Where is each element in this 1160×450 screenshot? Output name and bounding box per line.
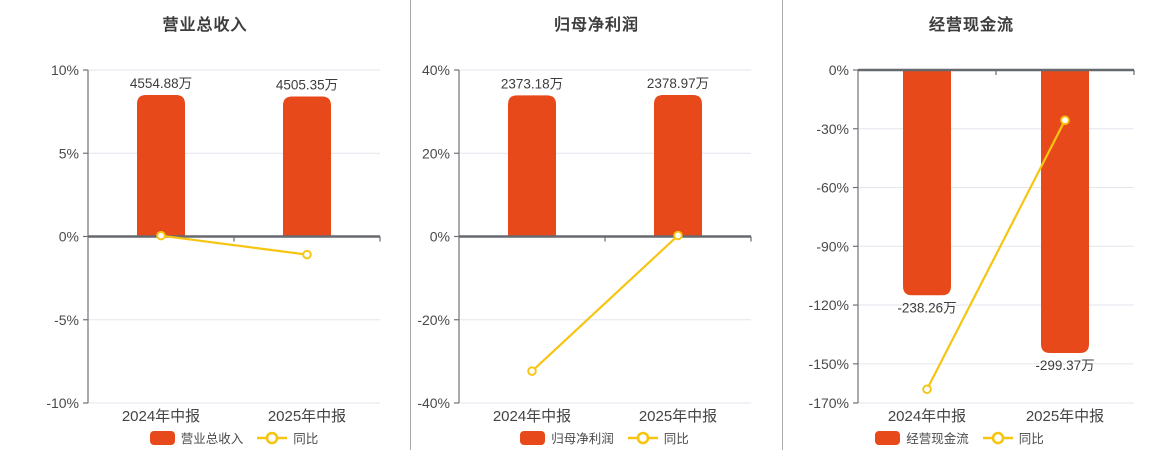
legend-net-profit: 归母净利润 同比: [427, 425, 782, 450]
bar-value-label: -299.37万: [1035, 358, 1094, 373]
y-axis-tick-label: 0%: [430, 229, 450, 245]
yoy-marker-2025年中报[interactable]: [302, 249, 312, 260]
bar-2024年中报[interactable]: [508, 95, 556, 237]
y-axis-tick-label: -150%: [809, 356, 849, 372]
bar-2025年中报[interactable]: [654, 94, 702, 237]
chart-panel-net-profit: 归母净利润 2373.18万 2378.97万 40% 20% 0% -20% -40% 20…: [411, 0, 782, 450]
chart-canvas-net-profit: 2373.18万 2378.97万 40% 20% 0% -20% -40% 2024年中报 2…: [417, 62, 752, 425]
y-axis-tick-label: 20%: [422, 145, 450, 161]
legend-item-yoy[interactable]: 同比: [627, 428, 689, 447]
x-axis-label: 2024年中报: [122, 408, 200, 425]
chart-title-revenue: 营业总收入: [162, 17, 248, 34]
y-axis-tick-label: -20%: [417, 312, 450, 328]
legend-label-bar-series: 归母净利润: [551, 432, 614, 446]
y-axis-tick-label: -10%: [46, 395, 79, 411]
yoy-line-marker-icon: [627, 431, 658, 444]
panel-separator: [410, 0, 411, 450]
yoy-marker-2025年中报[interactable]: [673, 230, 683, 241]
bar-series-swatch-icon: [520, 430, 546, 445]
legend-operating-cash-flow: 经营现金流 同比: [759, 425, 1160, 450]
yoy-line: [531, 234, 679, 372]
legend-item-bar-series[interactable]: 营业总收入: [149, 428, 244, 447]
bar-value-label: -238.26万: [897, 300, 956, 315]
legend-revenue: 营业总收入 同比: [58, 425, 410, 450]
bar-series-swatch-icon: [149, 430, 175, 445]
y-axis-tick-label: -30%: [816, 121, 849, 137]
chart-title-net-profit: 归母净利润: [553, 17, 639, 34]
legend-label-bar-series: 营业总收入: [180, 432, 244, 446]
yoy-line-marker-icon: [982, 431, 1013, 444]
chart-title-operating-cash-flow: 经营现金流: [928, 17, 1014, 34]
bar-series-swatch-icon: [875, 430, 901, 445]
legend-item-bar-series[interactable]: 经营现金流: [875, 428, 969, 447]
chart-canvas-revenue: 4554.88万 4505.35万 10% 5% 0% -5% -10% 2024年中报 202…: [46, 62, 381, 425]
y-axis-tick-label: -170%: [809, 395, 849, 411]
chart-canvas-operating-cash-flow: -238.26万 -299.37万 0% -30% -60% -90% -120% -150%…: [809, 62, 1135, 425]
x-axis-label: 2024年中报: [888, 408, 966, 425]
x-axis-label: 2024年中报: [493, 408, 571, 425]
yoy-marker-2024年中报[interactable]: [527, 366, 537, 376]
y-axis-tick-label: -5%: [54, 312, 79, 328]
legend-label-yoy: 同比: [1018, 432, 1044, 446]
legend-label-bar-series: 经营现金流: [906, 432, 969, 446]
yoy-line-marker-icon: [257, 431, 288, 444]
yoy-line: [160, 234, 308, 256]
bar-2024年中报[interactable]: [903, 70, 951, 296]
y-axis-tick-label: 5%: [59, 145, 79, 161]
x-axis-label: 2025年中报: [268, 408, 346, 425]
bar-value-label: 4505.35万: [276, 78, 338, 93]
bar-value-label: 2373.18万: [501, 76, 563, 91]
bar-value-label: 4554.88万: [130, 76, 192, 91]
legend-item-yoy[interactable]: 同比: [257, 428, 318, 447]
y-axis-tick-label: 0%: [829, 62, 849, 78]
legend-label-yoy: 同比: [293, 432, 319, 446]
y-axis-tick-label: 10%: [51, 62, 79, 78]
y-axis-tick-label: -60%: [816, 180, 849, 196]
chart-panel-revenue: 营业总收入 4554.88万 4505.35万 10% 5% 0% -5% -10% 2024…: [0, 0, 410, 450]
y-axis-tick-label: 0%: [59, 229, 79, 245]
yoy-marker-2024年中报[interactable]: [922, 384, 932, 395]
x-axis-label: 2025年中报: [639, 408, 717, 425]
x-axis-label: 2025年中报: [1026, 408, 1104, 425]
bar-2025年中报[interactable]: [283, 96, 331, 237]
bar-2024年中报[interactable]: [137, 94, 185, 237]
legend-label-yoy: 同比: [663, 432, 689, 446]
yoy-line: [926, 119, 1066, 390]
legend-item-bar-series[interactable]: 归母净利润: [520, 428, 614, 447]
chart-panel-operating-cash-flow: 经营现金流 -238.26万 -299.37万 0% -30% -60% -90% -120…: [783, 0, 1160, 450]
yoy-marker-2025年中报[interactable]: [1060, 115, 1070, 125]
bar-value-label: 2378.97万: [647, 76, 709, 91]
yoy-marker-2024年中报[interactable]: [156, 230, 166, 241]
bar-2025年中报[interactable]: [1041, 70, 1089, 354]
panel-separator: [782, 0, 783, 450]
legend-item-yoy[interactable]: 同比: [982, 428, 1044, 447]
y-axis-tick-label: -90%: [816, 238, 849, 254]
y-axis-tick-label: -40%: [417, 395, 450, 411]
y-axis-tick-label: -120%: [809, 297, 849, 313]
y-axis-tick-label: 40%: [422, 62, 450, 78]
